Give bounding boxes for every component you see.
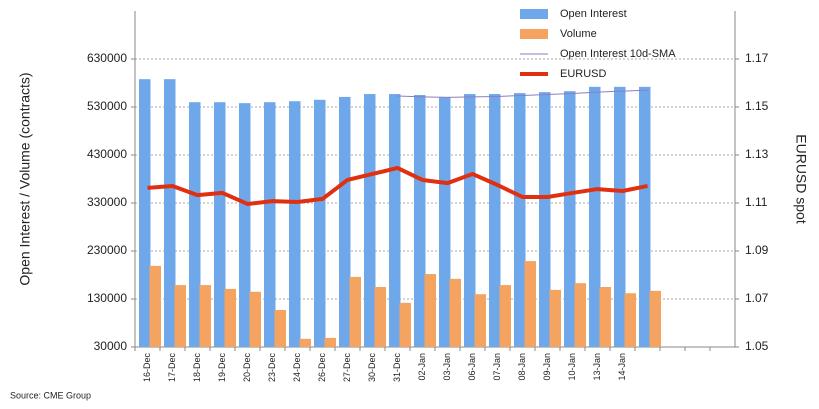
x-tick-label: 26-Dec — [317, 353, 327, 383]
bar — [374, 287, 386, 347]
bar — [149, 265, 161, 347]
bar — [314, 99, 326, 347]
legend-swatch — [520, 9, 548, 19]
x-tick-label: 09-Jan — [542, 353, 552, 381]
bar — [539, 92, 551, 348]
y2-tick-label: 1.11 — [745, 195, 768, 209]
x-tick-label: 06-Jan — [467, 353, 477, 381]
y2-tick-label: 1.07 — [745, 291, 769, 305]
bar — [564, 91, 576, 347]
bar — [424, 274, 436, 347]
x-tick-label: 19-Dec — [217, 353, 227, 383]
y-tick-label: 30000 — [94, 339, 128, 353]
bar — [389, 94, 401, 347]
x-tick-label: 20-Dec — [242, 353, 252, 383]
bar — [264, 102, 276, 347]
bar — [249, 291, 261, 347]
bar — [224, 288, 236, 347]
x-tick-label: 24-Dec — [292, 353, 302, 383]
bar — [364, 94, 376, 347]
legend-label: Open Interest — [560, 8, 627, 20]
bar — [289, 101, 301, 348]
legend-label: Open Interest 10d-SMA — [560, 48, 676, 60]
bar — [589, 86, 601, 347]
bar — [599, 287, 611, 347]
y-tick-label: 130000 — [87, 291, 127, 305]
x-tick-label: 16-Dec — [142, 353, 152, 383]
bar — [414, 95, 426, 347]
x-tick-label: 10-Jan — [567, 353, 577, 381]
source: Source: CME Group — [10, 390, 91, 400]
x-tick-label: 31-Dec — [392, 353, 402, 383]
bar — [639, 86, 651, 347]
y2-tick-label: 1.17 — [745, 51, 769, 65]
bar — [649, 290, 661, 347]
bar — [199, 285, 211, 347]
bar — [439, 96, 451, 347]
bar — [239, 103, 251, 347]
bar — [274, 310, 286, 347]
bar — [499, 285, 511, 347]
line — [147, 165, 648, 206]
bar — [474, 294, 486, 347]
bar — [524, 261, 536, 347]
y-tick-label: 330000 — [87, 195, 127, 209]
line — [397, 89, 648, 98]
y2-tick-label: 1.09 — [745, 243, 769, 257]
legend-swatch — [520, 29, 548, 39]
y2-tick-label: 1.13 — [745, 147, 769, 161]
legend-label: Volume — [560, 28, 597, 40]
x-tick-label: 08-Jan — [517, 353, 527, 381]
bar — [349, 276, 361, 347]
bar — [214, 102, 226, 347]
x-tick-label: 07-Jan — [492, 353, 502, 381]
bar — [464, 94, 476, 347]
bar — [489, 94, 501, 347]
x-tick-label: 02-Jan — [417, 353, 427, 381]
bar — [624, 293, 636, 347]
bar — [324, 337, 336, 347]
y2-tick-label: 1.05 — [745, 339, 769, 353]
y-tick-label: 230000 — [87, 243, 127, 257]
bar — [449, 278, 461, 347]
x-tick-label: 17-Dec — [167, 353, 177, 383]
bar — [139, 79, 151, 347]
x-tick-label: 14-Jan — [617, 353, 627, 381]
bar — [174, 285, 186, 347]
y-axis-title: Open Interest / Volume (contracts) — [17, 72, 33, 285]
y-tick-label: 430000 — [87, 147, 127, 161]
x-tick-label: 30-Dec — [367, 353, 377, 383]
bar — [164, 79, 176, 347]
x-tick-label: 18-Dec — [192, 353, 202, 383]
x-tick-label: 23-Dec — [267, 353, 277, 383]
x-tick-label: 13-Jan — [592, 353, 602, 381]
bar — [514, 93, 526, 347]
x-tick-label: 03-Jan — [442, 353, 452, 381]
y2-axis-title: EURUSD spot — [793, 134, 809, 224]
bar — [549, 289, 561, 347]
y-tick-label: 530000 — [87, 99, 127, 113]
bar — [189, 102, 201, 347]
y2-tick-label: 1.15 — [745, 99, 769, 113]
bar — [299, 338, 311, 347]
bar — [339, 96, 351, 347]
bar — [399, 302, 411, 347]
bar — [574, 283, 586, 347]
bar — [614, 86, 626, 347]
y-tick-label: 630000 — [87, 51, 127, 65]
x-tick-label: 27-Dec — [342, 353, 352, 383]
legend-label: EURUSD — [560, 68, 607, 80]
